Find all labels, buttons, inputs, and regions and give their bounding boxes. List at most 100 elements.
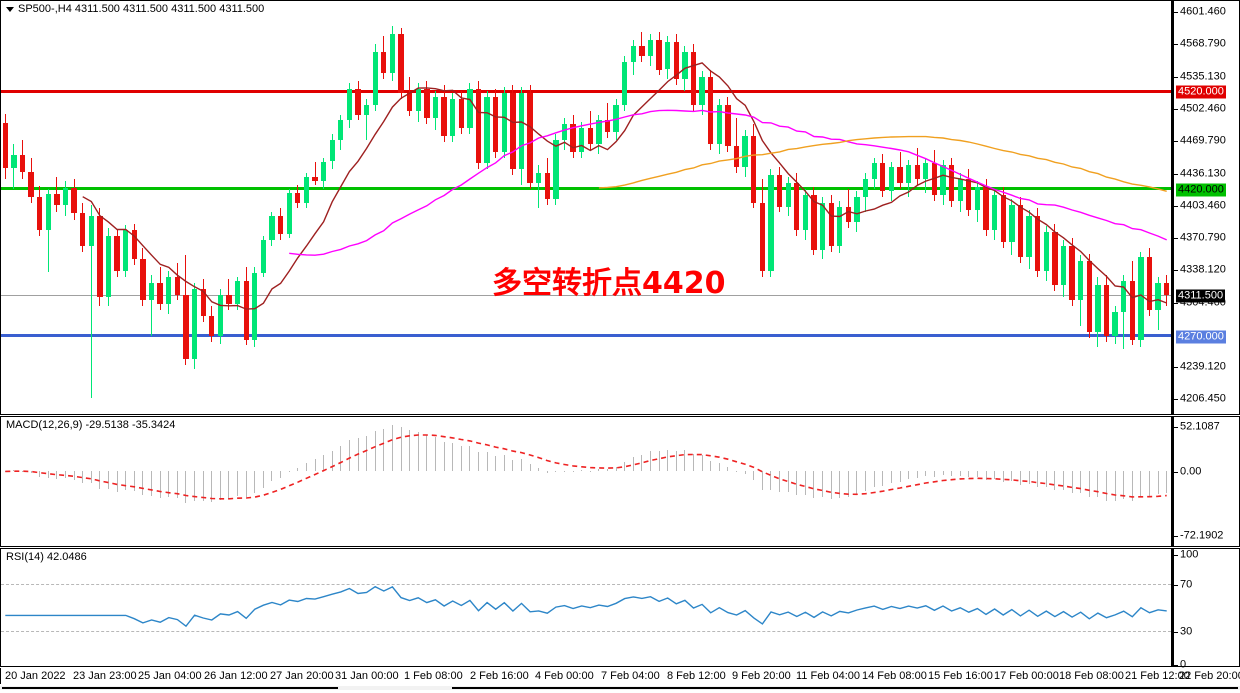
macd-histogram-bar xyxy=(297,467,299,472)
time-axis[interactable]: 20 Jan 2022 23 Jan 23:00 25 Jan 04:00 26 Ja… xyxy=(0,668,1240,684)
axis-tickmark xyxy=(1174,426,1178,428)
candle-body xyxy=(329,139,335,162)
price-axis[interactable]: 4601.460 4568.790 4535.130 4502.460 4469.790… xyxy=(1172,0,1240,415)
macd-histogram-bar xyxy=(856,471,858,495)
candle-body xyxy=(62,187,69,205)
price-tick-label: 4206.450 xyxy=(1180,392,1226,405)
macd-chart-panel[interactable] xyxy=(0,416,1172,547)
macd-histogram-bar xyxy=(718,462,720,472)
macd-histogram-bar xyxy=(477,452,479,472)
price-tick-label: 4469.790 xyxy=(1180,134,1226,147)
axis-tickmark xyxy=(1174,535,1178,537)
candle-body xyxy=(1155,282,1161,311)
macd-histogram-bar xyxy=(495,456,497,472)
candle-body xyxy=(716,104,722,144)
macd-histogram-bar xyxy=(366,436,368,472)
macd-histogram-bar xyxy=(460,446,462,472)
candle-body xyxy=(260,239,267,274)
macd-histogram-bar xyxy=(572,471,574,473)
macd-tick-label: -72.1902 xyxy=(1180,529,1224,542)
macd-histogram-bar xyxy=(383,429,385,472)
candle-body xyxy=(518,93,525,170)
macd-histogram-bar xyxy=(159,471,161,498)
candle-body xyxy=(303,177,310,203)
macd-histogram-bar xyxy=(624,462,626,472)
support-price-label[interactable]: 4270.000 xyxy=(1176,330,1226,344)
macd-histogram-bar xyxy=(942,471,944,476)
macd-histogram-bar xyxy=(925,471,927,477)
rsi-tick-label: 70 xyxy=(1180,578,1193,591)
pivot-price-label[interactable]: 4420.000 xyxy=(1176,183,1226,197)
candle-body xyxy=(88,216,94,246)
candle-body xyxy=(510,93,516,170)
candle-body xyxy=(983,186,989,230)
candle-body xyxy=(647,40,654,56)
rsi-line xyxy=(5,585,1167,628)
candle-body xyxy=(1043,231,1049,272)
resistance-price-label[interactable]: 4520.000 xyxy=(1176,85,1226,99)
axis-tickmark xyxy=(1174,77,1178,79)
rsi-chart-panel[interactable] xyxy=(0,548,1172,667)
macd-histogram-bar xyxy=(770,471,772,491)
price-tick-label: 4370.790 xyxy=(1180,231,1226,244)
candle-body xyxy=(854,196,860,223)
horizontal-scrollbar[interactable] xyxy=(0,686,1240,690)
macd-histogram-bar xyxy=(1105,471,1107,501)
macd-histogram-bar xyxy=(598,469,600,472)
candle-body xyxy=(768,175,774,272)
candle-body xyxy=(11,154,17,169)
macd-histogram-bar xyxy=(245,471,247,498)
macd-histogram-bar xyxy=(779,471,781,493)
candle-body xyxy=(45,193,51,230)
macd-histogram-bar xyxy=(546,471,548,473)
macd-histogram-bar xyxy=(632,457,634,472)
macd-axis[interactable]: 52.1087 0.00 -72.1902 xyxy=(1172,416,1240,547)
macd-tick-label: 52.1087 xyxy=(1180,420,1220,433)
price-tick-label: 4568.790 xyxy=(1180,37,1226,50)
price-chart-panel[interactable] xyxy=(0,0,1172,415)
macd-signal-line xyxy=(5,434,1167,500)
macd-histogram-bar xyxy=(1011,471,1013,482)
macd-histogram-bar xyxy=(90,471,92,484)
macd-histogram-bar xyxy=(271,471,273,482)
macd-histogram-bar xyxy=(1166,471,1168,494)
candle-body xyxy=(991,194,998,230)
candle-body xyxy=(148,282,155,301)
macd-histogram-bar xyxy=(1019,471,1021,485)
current-price-label[interactable]: 4311.500 xyxy=(1176,289,1226,303)
axis-tickmark xyxy=(1174,206,1178,208)
candle-body xyxy=(234,280,241,305)
macd-histogram-bar xyxy=(305,462,307,472)
rsi-level-line xyxy=(1,584,1171,586)
macd-histogram-bar xyxy=(434,437,436,472)
macd-histogram-bar xyxy=(985,471,987,480)
axis-tickmark xyxy=(1174,141,1178,143)
macd-histogram-bar xyxy=(237,471,239,496)
macd-histogram-bar xyxy=(142,471,144,495)
macd-histogram-bar xyxy=(331,450,333,472)
candle-body xyxy=(200,288,206,317)
chevron-down-icon[interactable] xyxy=(6,6,14,12)
macd-histogram-bar xyxy=(391,425,393,472)
macd-histogram-bar xyxy=(1097,471,1099,498)
macd-histogram-bar xyxy=(452,442,454,472)
macd-histogram-bar xyxy=(529,464,531,472)
macd-histogram-bar xyxy=(933,471,935,477)
macd-histogram-bar xyxy=(39,471,41,478)
time-tick-label: 7 Feb 04:00 xyxy=(601,670,660,682)
macd-histogram-bar xyxy=(615,466,617,472)
scrollbar-segment-right[interactable] xyxy=(452,687,1238,689)
candle-body xyxy=(338,120,344,140)
candle-body xyxy=(819,202,826,250)
candle-body xyxy=(553,139,559,199)
candle-body xyxy=(759,202,766,272)
candle-body xyxy=(1034,216,1041,272)
macd-histogram-bar xyxy=(976,471,978,478)
candle-body xyxy=(449,98,456,137)
macd-histogram-bar xyxy=(899,471,901,482)
scrollbar-segment-left[interactable] xyxy=(2,687,338,689)
macd-histogram-bar xyxy=(727,467,729,472)
time-tick-label: 27 Jan 20:00 xyxy=(270,670,334,682)
rsi-axis[interactable]: 100 70 30 0 xyxy=(1172,548,1240,670)
candle-body xyxy=(579,128,585,152)
